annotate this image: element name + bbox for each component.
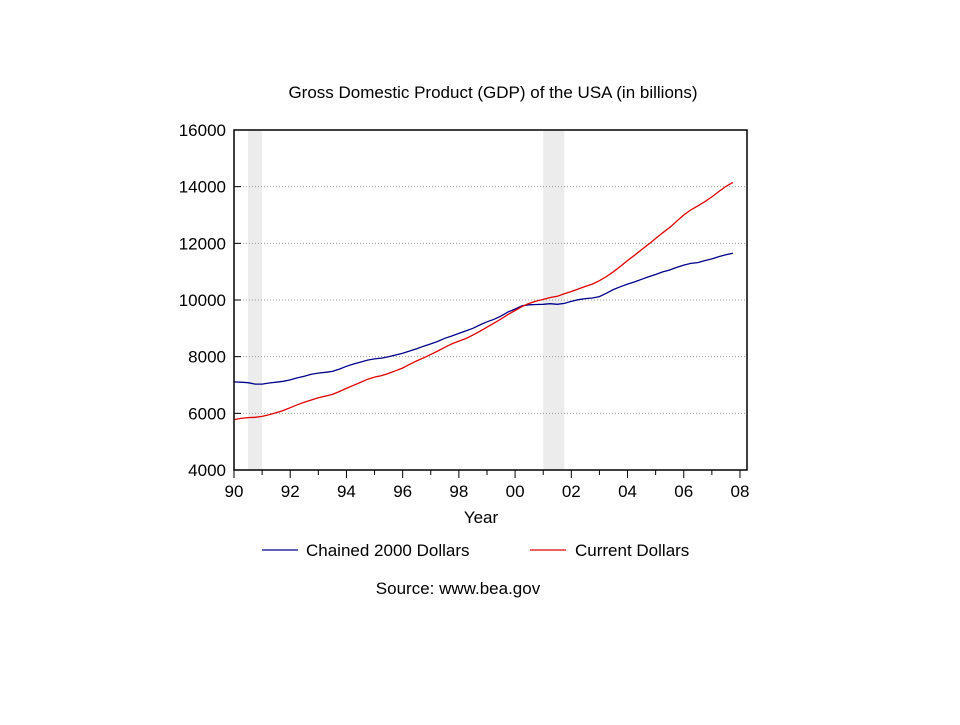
- gridlines: [234, 186, 747, 414]
- chart-title: Gross Domestic Product (GDP) of the USA …: [288, 83, 697, 102]
- axes: 4000 6000 8000 10000 12000 14000 16000 90 92 94 96…: [179, 121, 750, 501]
- x-tick-label: 00: [506, 482, 525, 501]
- y-tick-label: 14000: [179, 178, 226, 197]
- x-tick-label: 06: [674, 482, 693, 501]
- y-tick-label: 4000: [188, 461, 226, 480]
- y-tick-label: 16000: [179, 121, 226, 140]
- source-note: Source: www.bea.gov: [376, 579, 541, 598]
- x-tick-label: 92: [281, 482, 300, 501]
- x-tick-label: 08: [731, 482, 750, 501]
- recession-band: [543, 130, 565, 470]
- y-tick-label: 6000: [188, 404, 226, 423]
- x-tick-label: 96: [393, 482, 412, 501]
- x-tick-label: 98: [449, 482, 468, 501]
- x-tick-label: 94: [337, 482, 356, 501]
- series-line-current-dollars: [233, 181, 734, 421]
- x-tick-label: 02: [562, 482, 581, 501]
- legend-label-current: Current Dollars: [575, 541, 689, 560]
- y-tick-label: 8000: [188, 348, 226, 367]
- series-line-chained-2000-dollars: [233, 252, 734, 385]
- x-axis-label: Year: [464, 508, 499, 527]
- series-lines: [233, 181, 734, 421]
- y-tick-label: 12000: [179, 234, 226, 253]
- plot-frame: [233, 129, 748, 471]
- legend-label-chained: Chained 2000 Dollars: [306, 541, 470, 560]
- legend: Chained 2000 Dollars Current Dollars: [262, 541, 689, 560]
- x-tick-label: 04: [618, 482, 637, 501]
- y-tick-label: 10000: [179, 291, 226, 310]
- x-tick-label: 90: [225, 482, 244, 501]
